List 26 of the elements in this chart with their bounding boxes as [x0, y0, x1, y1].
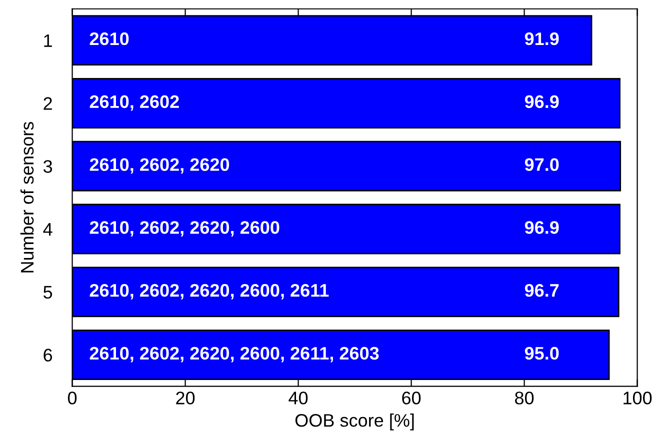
annotation: 2610: [90, 32, 129, 46]
y-tick-label: 3: [43, 160, 52, 173]
data-label: 97.0: [524, 158, 559, 171]
data-label: 95.0: [524, 346, 559, 360]
x-axis-title: OOB score [%]: [295, 414, 414, 430]
y-tick-label: 6: [44, 348, 52, 362]
data-label: 96.9: [524, 95, 559, 108]
annotation: 2610, 2602, 2620, 2600, 2611, 2603: [90, 346, 379, 362]
x-tick-label: 0: [68, 392, 77, 404]
x-tick-label: 100: [624, 392, 652, 404]
y-tick-label: 1: [44, 34, 52, 47]
x-tick-label: 20: [176, 392, 195, 404]
annotation: 2610, 2602: [90, 95, 179, 111]
y-tick-label: 2: [44, 97, 52, 110]
data-label: 96.7: [524, 284, 559, 297]
x-tick-label: 80: [515, 392, 534, 404]
annotation: 2610, 2602, 2620, 2600: [90, 221, 280, 236]
y-axis-title: Number of sensors: [20, 122, 34, 272]
x-tick-label: 40: [288, 392, 308, 404]
x-tick-label: 60: [402, 392, 421, 404]
annotation: 2610, 2602, 2620, 2600, 2611: [90, 284, 329, 300]
annotation: 2610, 2602, 2620: [90, 158, 230, 174]
data-label: 91.9: [524, 32, 559, 46]
y-tick-label: 5: [44, 286, 52, 299]
y-tick-label: 4: [43, 223, 52, 236]
data-label: 96.9: [524, 221, 559, 234]
